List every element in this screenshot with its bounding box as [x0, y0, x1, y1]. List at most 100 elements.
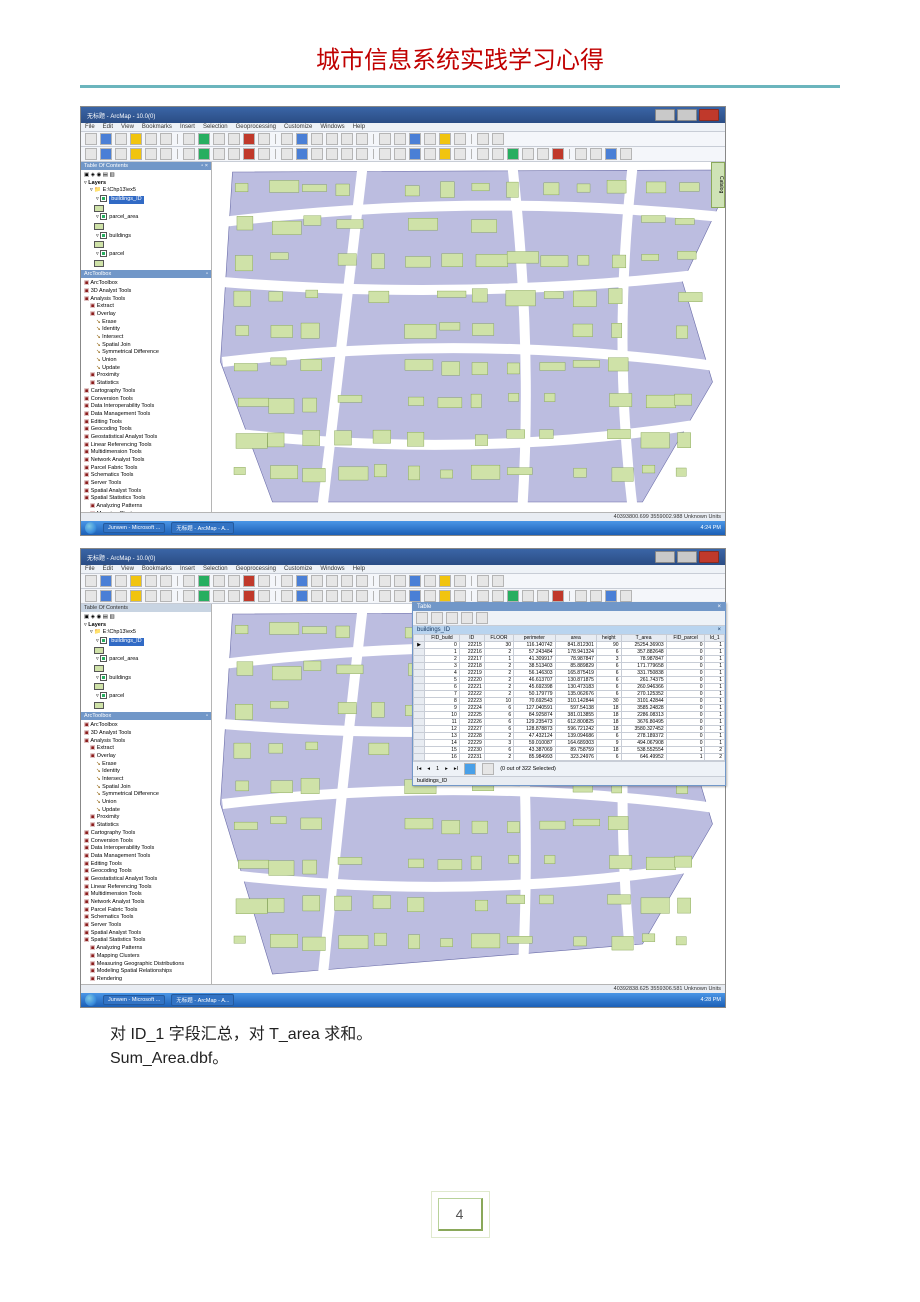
menu-windows[interactable]: Windows — [320, 566, 344, 572]
toolbar-tool-icon[interactable] — [356, 133, 368, 145]
toolbar-tool-icon[interactable] — [281, 148, 293, 160]
toolbar-tool-icon[interactable] — [590, 590, 602, 602]
toolbar-tool-icon[interactable] — [492, 575, 504, 587]
table-close-icon[interactable]: × — [717, 604, 721, 610]
toolbar-tool-icon[interactable] — [341, 148, 353, 160]
menu-insert[interactable]: Insert — [180, 124, 195, 130]
toolbar-tool-icon[interactable] — [439, 575, 451, 587]
toolbar-tool-icon[interactable] — [296, 590, 308, 602]
toolbar-tool-icon[interactable] — [85, 590, 97, 602]
toolbar-tool-icon[interactable] — [326, 575, 338, 587]
map-canvas[interactable]: Catalog — [212, 162, 725, 512]
toolbar-tool-icon[interactable] — [409, 590, 421, 602]
toolbar-tool-icon[interactable] — [130, 575, 142, 587]
toolbar-tool-icon[interactable] — [243, 133, 255, 145]
toolbar-tool-icon[interactable] — [552, 590, 564, 602]
toolbar-tool-icon[interactable] — [454, 133, 466, 145]
minimize-button[interactable] — [655, 109, 675, 121]
toolbar-tool-icon[interactable] — [522, 148, 534, 160]
toolbar-tool-icon[interactable] — [198, 133, 210, 145]
toolbar-tool-icon[interactable] — [409, 575, 421, 587]
toolbar-tool-icon[interactable] — [115, 133, 127, 145]
menu-bookmarks[interactable]: Bookmarks — [142, 124, 172, 130]
toolbar-tool-icon[interactable] — [145, 133, 157, 145]
toolbar-tool-icon[interactable] — [160, 590, 172, 602]
toolbar-tool-icon[interactable] — [311, 148, 323, 160]
toolbar-tool-icon[interactable] — [100, 590, 112, 602]
toolbar-tool-icon[interactable] — [454, 575, 466, 587]
menu-bookmarks[interactable]: Bookmarks — [142, 566, 172, 572]
toolbar-tool-icon[interactable] — [160, 148, 172, 160]
menu-help[interactable]: Help — [353, 566, 365, 572]
toolbar-tool-icon[interactable] — [394, 148, 406, 160]
pin-icon[interactable]: ▫ × — [201, 163, 208, 169]
toolbar-tool-icon[interactable] — [424, 133, 436, 145]
table-tool-icon[interactable] — [461, 612, 473, 624]
toolbar-tool-icon[interactable] — [228, 148, 240, 160]
toolbar-tool-icon[interactable] — [258, 148, 270, 160]
toolbar-tool-icon[interactable] — [100, 575, 112, 587]
toolbar-tool-icon[interactable] — [356, 575, 368, 587]
toolbar-tool-icon[interactable] — [454, 590, 466, 602]
toolbar-tool-icon[interactable] — [198, 148, 210, 160]
maximize-button[interactable] — [677, 551, 697, 563]
toolbar-tool-icon[interactable] — [537, 590, 549, 602]
toolbar-tool-icon[interactable] — [537, 148, 549, 160]
table-bottom-tab[interactable]: buildings_ID — [413, 776, 725, 785]
toolbar-tool-icon[interactable] — [439, 590, 451, 602]
close-button[interactable] — [699, 109, 719, 121]
table-tool-icon[interactable] — [416, 612, 428, 624]
toolbar-tool-icon[interactable] — [145, 590, 157, 602]
toolbar-tool-icon[interactable] — [341, 590, 353, 602]
toolbar-tool-icon[interactable] — [477, 590, 489, 602]
toolbar-tool-icon[interactable] — [160, 575, 172, 587]
toolbar-tool-icon[interactable] — [213, 575, 225, 587]
toolbar-tool-icon[interactable] — [507, 590, 519, 602]
toolbar-tool-icon[interactable] — [394, 575, 406, 587]
toolbar-tool-icon[interactable] — [424, 575, 436, 587]
taskbar-button[interactable]: Junwen - Microsoft ... — [103, 523, 165, 533]
toolbar-tool-icon[interactable] — [326, 133, 338, 145]
start-button[interactable] — [85, 994, 97, 1006]
table-tool-icon[interactable] — [446, 612, 458, 624]
toolbar-tool-icon[interactable] — [145, 148, 157, 160]
toolbar-tool-icon[interactable] — [258, 133, 270, 145]
toolbar-tool-icon[interactable] — [296, 575, 308, 587]
toolbar-tool-icon[interactable] — [379, 575, 391, 587]
toolbar-tool-icon[interactable] — [439, 133, 451, 145]
toolbar-tool-icon[interactable] — [213, 590, 225, 602]
toolbar-tool-icon[interactable] — [183, 590, 195, 602]
menu-selection[interactable]: Selection — [203, 124, 228, 130]
maximize-button[interactable] — [677, 109, 697, 121]
toolbar-tool-icon[interactable] — [85, 575, 97, 587]
toolbar-tool-icon[interactable] — [394, 590, 406, 602]
toolbar-tool-icon[interactable] — [379, 148, 391, 160]
toolbar-tool-icon[interactable] — [341, 575, 353, 587]
menu-view[interactable]: View — [121, 124, 134, 130]
toolbar-tool-icon[interactable] — [454, 148, 466, 160]
toolbar-tool-icon[interactable] — [183, 575, 195, 587]
menu-file[interactable]: File — [85, 566, 95, 572]
toolbar-tool-icon[interactable] — [341, 133, 353, 145]
toolbar-tool-icon[interactable] — [620, 590, 632, 602]
toolbar-tool-icon[interactable] — [258, 575, 270, 587]
menu-edit[interactable]: Edit — [103, 566, 113, 572]
toolbar-tool-icon[interactable] — [409, 133, 421, 145]
toolbar-tool-icon[interactable] — [311, 133, 323, 145]
nav-next-icon[interactable]: ▸ — [445, 766, 448, 772]
table-tool-icon[interactable] — [476, 612, 488, 624]
toolbar-tool-icon[interactable] — [477, 148, 489, 160]
toolbar-tool-icon[interactable] — [575, 590, 587, 602]
toolbar-tool-icon[interactable] — [198, 575, 210, 587]
attribute-table-window[interactable]: Table × buildings_ID × — [412, 602, 726, 786]
toolbar-tool-icon[interactable] — [552, 148, 564, 160]
toolbar-tool-icon[interactable] — [477, 133, 489, 145]
menu-view[interactable]: View — [121, 566, 134, 572]
menu-customize[interactable]: Customize — [284, 124, 312, 130]
toolbar-tool-icon[interactable] — [228, 590, 240, 602]
toolbar-tool-icon[interactable] — [213, 133, 225, 145]
toolbar-tool-icon[interactable] — [85, 148, 97, 160]
menu-windows[interactable]: Windows — [320, 124, 344, 130]
close-button[interactable] — [699, 551, 719, 563]
taskbar-button[interactable]: Junwen - Microsoft ... — [103, 995, 165, 1005]
